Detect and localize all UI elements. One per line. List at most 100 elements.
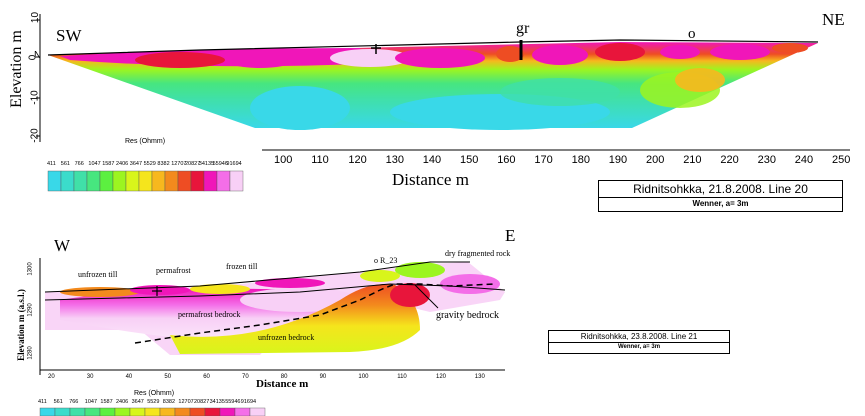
- profile2-legend-value: 1587: [100, 399, 113, 405]
- profile1-legend-swatch: [125, 170, 140, 192]
- profile2-legend-value: 12707: [178, 399, 194, 405]
- profile2-x-tick-30: 30: [86, 374, 94, 380]
- profile2-cross-marker: [152, 286, 162, 296]
- profile2-legend-swatch: [204, 407, 221, 416]
- profile2-legend-swatch: [189, 407, 206, 416]
- profile2-caption-box: Ridnitsohkka, 23.8.2008. Line 21 Wenner,…: [548, 330, 730, 354]
- profile2-legend-swatch: [174, 407, 191, 416]
- profile1-resistivity-section: [48, 42, 818, 130]
- profile2-legend-value: 34135: [209, 399, 225, 405]
- profile2-bedrock-dashed-line: [134, 283, 496, 344]
- profile1-dir-right: NE: [822, 10, 845, 29]
- profile1-legend-swatch: [112, 170, 127, 192]
- profile1-legend-swatches: [47, 170, 244, 192]
- profile2-label-frozen-till: frozen till: [226, 262, 258, 271]
- profile1-x-tick-250: 250: [832, 154, 851, 166]
- profile1-legend-value: 1047: [88, 161, 101, 167]
- profile1-y-label: Elevation m: [8, 30, 25, 108]
- profile1-legend-swatch: [86, 170, 101, 192]
- profile2-x-tick-80: 80: [280, 374, 288, 380]
- profile2-legend-value: 561: [53, 399, 63, 405]
- profile2-legend-swatch: [114, 407, 131, 416]
- profile2-label-unfrozen-till: unfrozen till: [78, 270, 118, 279]
- profile2-legend-swatch: [234, 407, 251, 416]
- profile2-label-dry-fragmented-rock: dry fragmented rock: [445, 249, 511, 258]
- profile1-caption-sub: Wenner, a= 3m: [599, 197, 842, 210]
- profile1-x-label: Distance m: [392, 170, 469, 189]
- profile1-legend-value: 55946: [212, 161, 228, 167]
- profile1-surface-line: [47, 39, 819, 56]
- profile1-legend-value: 34135: [198, 161, 215, 167]
- profile1-x-tick-200: 200: [646, 154, 665, 166]
- profile2-x-tick-100: 100: [358, 374, 369, 380]
- profile2-legend-value: 2406: [116, 399, 129, 405]
- profile1-x-tick-120: 120: [348, 154, 367, 166]
- profile2-x-tick-40: 40: [125, 374, 133, 380]
- profile2-x-tick-90: 90: [319, 374, 327, 380]
- profile2-surface-line: [44, 261, 470, 293]
- profile2-caption-sub: Wenner, a= 3m: [549, 342, 729, 352]
- profile1-caption-box: Ridnitsohkka, 21.8.2008. Line 20 Wenner,…: [598, 180, 843, 212]
- profile1-marker-gr: gr: [516, 20, 530, 37]
- profile2-legend-value: 91694: [240, 399, 257, 405]
- profile1-x-tick-110: 110: [311, 154, 329, 166]
- profile1-x-tick-140: 140: [422, 154, 442, 166]
- profile2-legend-value: 411: [38, 399, 47, 405]
- profile1-x-tick-220: 220: [720, 154, 739, 166]
- profile1-cross-marker: [371, 44, 381, 54]
- profile1-x-tick-230: 230: [757, 154, 776, 166]
- profile1-x-tick-100: 100: [274, 154, 293, 166]
- profile1-legend-value: 20827: [185, 161, 201, 167]
- profile2-legend-swatch: [39, 407, 56, 416]
- profile2-y-label: Elevation m (a.s.l.): [16, 289, 26, 361]
- profile2-caption: Ridnitsohkka, 23.8.2008. Line 21: [580, 332, 698, 341]
- profile1-legend-value: 561: [60, 161, 70, 167]
- profile1-x-tick-170: 170: [534, 154, 553, 166]
- profile2-x-label: Distance m: [256, 378, 309, 390]
- profile2-gravity-bedrock-pointer: [414, 284, 439, 309]
- profile1-legend-value: 766: [74, 161, 84, 167]
- profile2-legend-value: 5529: [147, 399, 160, 405]
- profile2-legend-swatches: [39, 407, 266, 416]
- profile2-legend-value: 55946: [225, 399, 241, 405]
- profile2-legend-title: Res (Ohmm): [134, 390, 175, 397]
- profile1-caption: Ridnitsohkka, 21.8.2008. Line 20: [633, 182, 808, 196]
- profile1-legend-swatch: [203, 170, 218, 192]
- profile2-x-tick-60: 60: [203, 374, 210, 380]
- profile1-legend-swatch: [177, 170, 192, 192]
- profile2-label-permafrost-bedrock: permafrost bedrock: [178, 310, 241, 319]
- profile1-x-tick-150: 150: [460, 154, 479, 166]
- profile2-marker-r23: o R_23: [374, 256, 398, 265]
- profile2-legend-swatch: [249, 407, 266, 416]
- profile2-legend-swatch: [54, 407, 71, 416]
- profile2-legend-value: 8382: [162, 399, 176, 405]
- profile1-x-tick-190: 190: [608, 154, 628, 166]
- profile2-y-tick-1290: 1290: [27, 303, 34, 317]
- profile2-x-tick-70: 70: [242, 374, 249, 380]
- profile1-y-tick-minus20: -20: [29, 128, 41, 143]
- profile2-y-tick-1280: 1280: [27, 346, 34, 360]
- profile1-legend-swatch: [99, 170, 114, 192]
- profile1-legend-swatch: [73, 170, 88, 192]
- profile1-legend-swatch: [164, 170, 179, 192]
- profile2-label-unfrozen-bedrock: unfrozen bedrock: [258, 333, 315, 342]
- profile2-legend-swatch: [159, 407, 176, 416]
- profile2-legend-value: 766: [69, 399, 79, 405]
- profile2-legend-swatch: [129, 407, 146, 416]
- profile1-legend-value: 91694: [226, 161, 242, 167]
- profile1-y-tick-10: 10: [30, 11, 42, 24]
- profile1-legend-value: 5529: [143, 161, 156, 167]
- profile2-legend-swatch: [144, 407, 161, 416]
- profile2-dir-left: W: [54, 236, 71, 255]
- profile2-y-tick-1300: 1300: [27, 262, 34, 276]
- profile1-legend-value: 12707: [171, 161, 187, 167]
- profile1-legend-value: 2406: [116, 161, 129, 167]
- profile2-label-gravity-bedrock: gravity bedrock: [436, 310, 500, 321]
- profile1-legend-value: 411: [47, 161, 56, 167]
- profile2-x-tick-130: 130: [474, 374, 485, 380]
- profile2-x-tick-110: 110: [397, 374, 407, 380]
- profile2-x-tick-20: 20: [48, 374, 55, 380]
- profile2-label-permafrost: permafrost: [156, 266, 191, 275]
- profile1-x-tick-180: 180: [571, 154, 590, 166]
